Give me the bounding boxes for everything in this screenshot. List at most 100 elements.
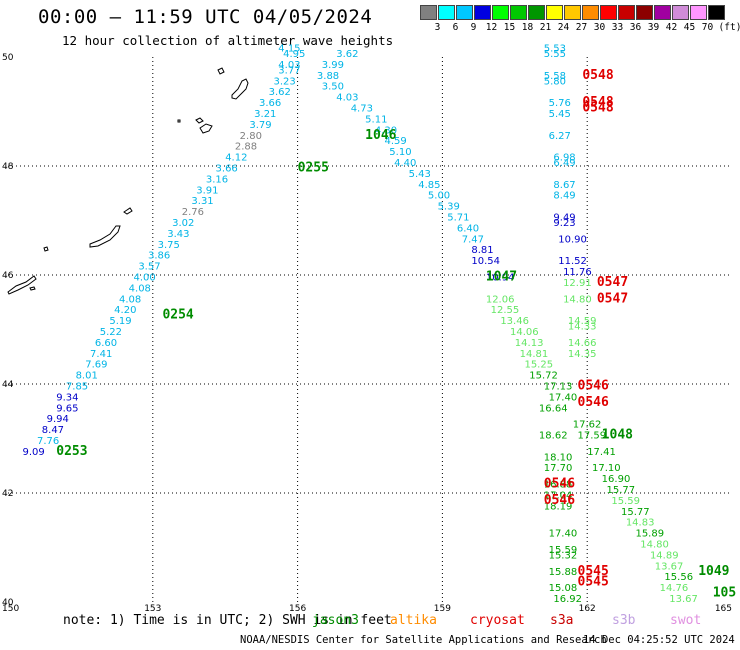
color-swatch [510, 5, 527, 20]
wave-height-value: 5.55 [544, 49, 566, 60]
wave-height-value: 13.67 [669, 594, 698, 605]
wave-height-value: 3.57 [138, 262, 160, 273]
wave-height-value: 5.10 [389, 147, 411, 158]
color-swatch [708, 5, 725, 20]
island-outline [199, 123, 213, 134]
wave-height-value: 15.59 [611, 496, 640, 507]
wave-height-value: 14.80 [563, 294, 592, 305]
wave-height-value: 2.88 [235, 142, 257, 153]
satellite-legend-s3b: s3b [612, 613, 636, 628]
pass-time-label: 0548 [582, 68, 613, 83]
wave-height-value: 13.67 [655, 561, 684, 572]
satellite-legend-altika: altika [390, 613, 437, 628]
wave-height-value: 5.43 [409, 169, 431, 180]
wave-height-value: 14.59 [568, 316, 597, 327]
island-outline [7, 275, 37, 295]
wave-height-value: 10.90 [558, 234, 587, 245]
footnote: note: 1) Time is in UTC; 2) SWH is in fe… [63, 613, 392, 628]
wave-height-value: 17.04 [544, 490, 573, 501]
lat-tick-label: 50 [2, 53, 14, 63]
map-title: 00:00 — 11:59 UTC 04/05/2024 [38, 6, 373, 28]
pass-time-label: 0547 [597, 291, 628, 306]
wave-height-value: 18.19 [544, 501, 573, 512]
pass-time-label: 0546 [578, 395, 609, 410]
wave-height-value: 14.33 [568, 322, 597, 333]
generation-timestamp: 14 Dec 04:25:52 UTC 2024 [583, 634, 735, 646]
wave-height-value: 17.40 [549, 392, 578, 403]
lat-tick-label: 48 [2, 162, 14, 172]
color-bin-label: 9 [470, 22, 477, 33]
wave-height-value: 3.62 [269, 87, 291, 98]
color-swatch [600, 5, 617, 20]
wave-height-value: 4.73 [351, 104, 373, 115]
wave-height-value: 3.31 [191, 196, 213, 207]
color-bin-label: 27 [575, 22, 588, 33]
wave-height-value: 18.10 [544, 452, 573, 463]
wave-height-value: 3.99 [322, 60, 344, 71]
color-swatch [618, 5, 635, 20]
wave-height-value: 15.88 [549, 567, 578, 578]
wave-height-labels: 9.097.768.479.949.659.347.858.017.697.41… [22, 44, 697, 605]
wave-height-value: 15.56 [664, 572, 693, 583]
pass-time-label: 0255 [298, 160, 329, 175]
color-bin-label: 21 [539, 22, 552, 33]
wave-height-value: 14.35 [568, 349, 597, 360]
pass-time-label: 1049 [698, 564, 729, 579]
wave-height-value: 15.32 [549, 550, 578, 561]
wave-height-value: 6.27 [549, 131, 571, 142]
satellite-legend-cryosat: cryosat [470, 613, 525, 628]
wave-height-value: 15.77 [621, 507, 650, 518]
wave-height-value: 4.40 [394, 158, 416, 169]
wave-height-value: 3.86 [148, 251, 170, 262]
credit-line: NOAA/NESDIS Center for Satellite Applica… [240, 634, 607, 646]
axis-tick-labels: 150 153 156 159 162 165 50 48 46 44 42 40 [2, 53, 732, 614]
wave-height-value: 17.62 [573, 420, 602, 431]
color-bin-label: 15 [503, 22, 516, 33]
wave-height-value: 11.52 [558, 256, 587, 267]
wave-height-value: 6.40 [457, 223, 479, 234]
wave-height-value: 9.23 [553, 218, 575, 229]
wave-height-value: 5.45 [549, 109, 571, 120]
lon-tick-label: 150 [2, 604, 19, 614]
color-swatch [528, 5, 545, 20]
wave-height-value: 15.77 [607, 485, 636, 496]
wave-height-value: 3.02 [172, 218, 194, 229]
island-outline [217, 67, 225, 75]
wave-height-value: 2.80 [240, 131, 262, 142]
wave-height-value: 8.49 [553, 191, 575, 202]
wave-height-value: 4.03 [278, 60, 300, 71]
wave-height-value: 18.62 [539, 431, 568, 442]
wave-height-value: 5.22 [100, 327, 122, 338]
wave-height-value: 13.46 [500, 316, 529, 327]
wave-height-value: 17.13 [544, 381, 573, 392]
wave-height-value: 3.66 [259, 98, 281, 109]
wave-height-value: 8.47 [42, 425, 64, 436]
wave-height-value: 14.83 [626, 518, 655, 529]
wave-height-value: 11.76 [563, 267, 592, 278]
wave-height-value: 9.94 [47, 414, 69, 425]
wave-height-value: 3.16 [206, 174, 228, 185]
color-bin-label: 39 [647, 22, 660, 33]
pass-time-labels: 0253025402551046104710481049105054805480… [56, 68, 736, 601]
wave-height-value: 4.08 [119, 294, 141, 305]
pass-time-label: 0546 [544, 493, 575, 508]
island-outline [89, 225, 121, 248]
wave-height-value: 3.88 [317, 71, 339, 82]
wave-height-value: 14.13 [515, 338, 544, 349]
wave-height-value: 16.64 [539, 403, 568, 414]
wave-height-value: 16.88 [544, 480, 573, 491]
color-bin-label: 18 [521, 22, 534, 33]
color-swatch [672, 5, 689, 20]
wave-height-value: 17.41 [587, 447, 616, 458]
wave-height-value: 16.92 [553, 594, 582, 605]
wave-height-value: 5.80 [544, 76, 566, 87]
lat-tick-label: 42 [2, 489, 13, 499]
wave-height-value: 12.06 [486, 294, 515, 305]
wave-height-value: 14.66 [568, 338, 597, 349]
wave-height-value: 14.80 [640, 540, 669, 551]
pass-time-label: 1046 [365, 128, 396, 143]
color-swatch [564, 5, 581, 20]
wave-height-value: 3.43 [167, 229, 189, 240]
map-subtitle: 12 hour collection of altimeter wave hei… [62, 33, 394, 48]
color-bin-label: 24 [557, 22, 570, 33]
